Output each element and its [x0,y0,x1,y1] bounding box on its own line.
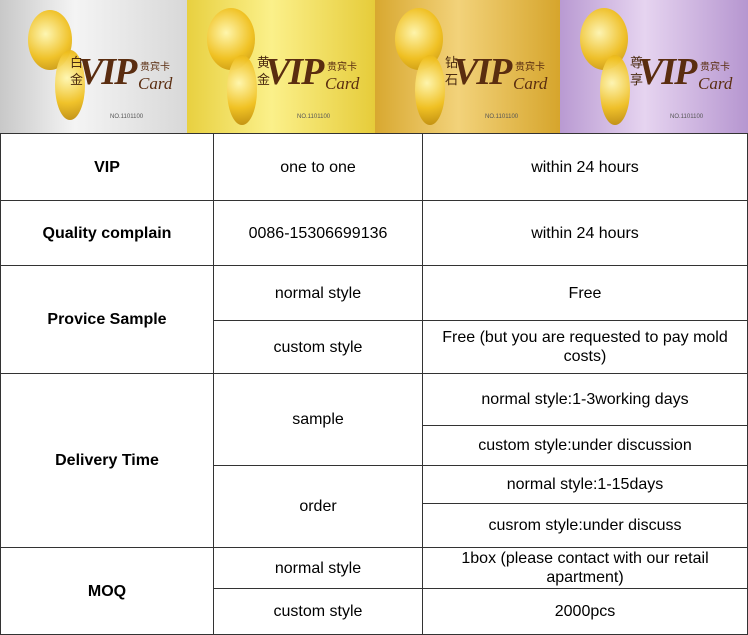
row-label: VIP [0,133,214,201]
item-value: normal style:1-3working days [423,374,748,426]
card-title: VIP [638,51,697,93]
card-label: 尊享 [630,56,644,88]
item-label: 0086-15306699136 [214,201,423,266]
item-label: custom style [214,589,423,635]
row-label: Quality complain [0,201,214,266]
item-value: Free (but you are requested to pay mold … [423,321,748,374]
card-subtitle: Card [325,74,360,93]
card: 白金 VIP 贵宾卡 Card NO.1101100 [0,0,187,133]
item-label: one to one [214,133,423,201]
card-number: NO.1101100 [485,114,519,120]
item-label: custom style [214,321,423,374]
card-badge: 贵宾卡 [700,62,730,73]
card-subtitle: Card [698,74,733,93]
row-label: MOQ [0,548,214,635]
row-label: Delivery Time [0,374,214,548]
card-number: NO.1101100 [297,114,331,120]
item-value: cusrom style:under discuss [423,504,748,548]
item-value: normal style:1-15days [423,466,748,504]
item-value: 2000pcs [423,589,748,635]
card-badge: 贵宾卡 [327,62,357,73]
card-badge: 贵宾卡 [140,62,170,73]
item-label: normal style [214,548,423,589]
row-label: Provice Sample [0,266,214,374]
card-title: VIP [78,51,137,93]
item-value: Free [423,266,748,321]
card-number: NO.1101100 [110,114,144,120]
item-value: custom style:under discussion [423,426,748,466]
card-subtitle: Card [138,74,173,93]
card: 钻石 VIP 贵宾卡 Card NO.1101100 [375,0,560,133]
item-label: sample [214,374,423,466]
card-subtitle: Card [513,74,548,93]
item-label: order [214,466,423,548]
item-value: within 24 hours [423,201,748,266]
card: 尊享 VIP 贵宾卡 Card NO.1101100 [560,0,748,133]
card: 黄金 VIP 贵宾卡 Card NO.1101100 [187,0,375,133]
card-title: VIP [265,51,324,93]
card-number: NO.1101100 [670,114,704,120]
item-label: normal style [214,266,423,321]
card-badge: 贵宾卡 [515,62,545,73]
item-value: 1box (please contact with our retail apa… [423,548,748,589]
item-value: within 24 hours [423,133,748,201]
card-title: VIP [453,51,512,93]
card-label: 钻石 [445,56,459,88]
card-label: 黄金 [257,56,271,88]
card-label: 白金 [70,56,84,88]
